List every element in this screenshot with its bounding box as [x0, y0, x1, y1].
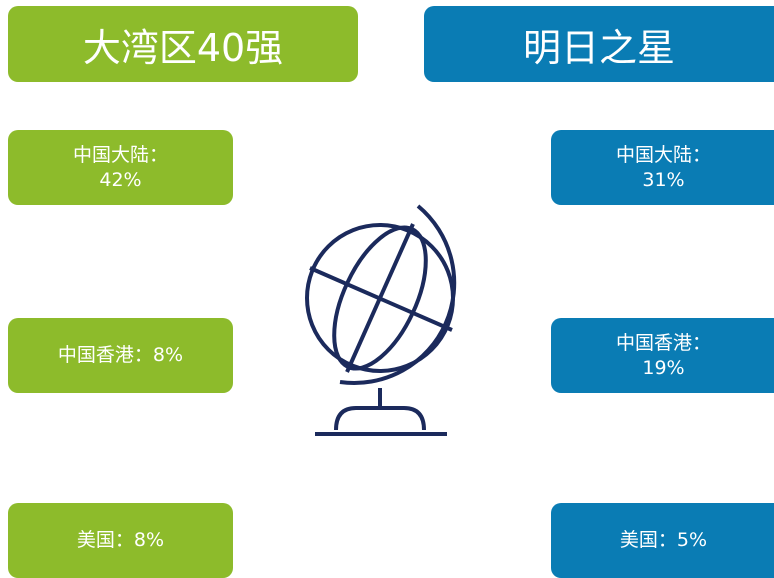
stat-box: 中国大陆： 42%: [8, 130, 233, 205]
stat-label: 中国大陆：: [72, 143, 168, 166]
stat-box: 中国香港： 8%: [8, 318, 233, 393]
stat-label: 中国大陆：: [615, 143, 711, 166]
stat-box: 中国大陆： 31%: [551, 130, 774, 205]
stat-value: 5%: [676, 529, 708, 551]
stat-label: 美国：: [619, 529, 677, 551]
stat-value: 19%: [642, 356, 685, 379]
stat-box: 美国： 8%: [8, 503, 233, 578]
stat-label: 美国：: [76, 529, 134, 551]
stat-label: 中国香港：: [615, 331, 711, 354]
right-title: 明日之星: [424, 6, 774, 82]
stat-value: 8%: [152, 344, 184, 366]
stat-value: 31%: [642, 168, 685, 191]
stat-value: 42%: [99, 168, 142, 191]
stat-box: 中国香港： 19%: [551, 318, 774, 393]
stat-value: 8%: [133, 529, 165, 551]
stat-label: 中国香港：: [57, 344, 153, 366]
stat-box: 美国： 5%: [551, 503, 774, 578]
left-title: 大湾区40强: [8, 6, 358, 82]
